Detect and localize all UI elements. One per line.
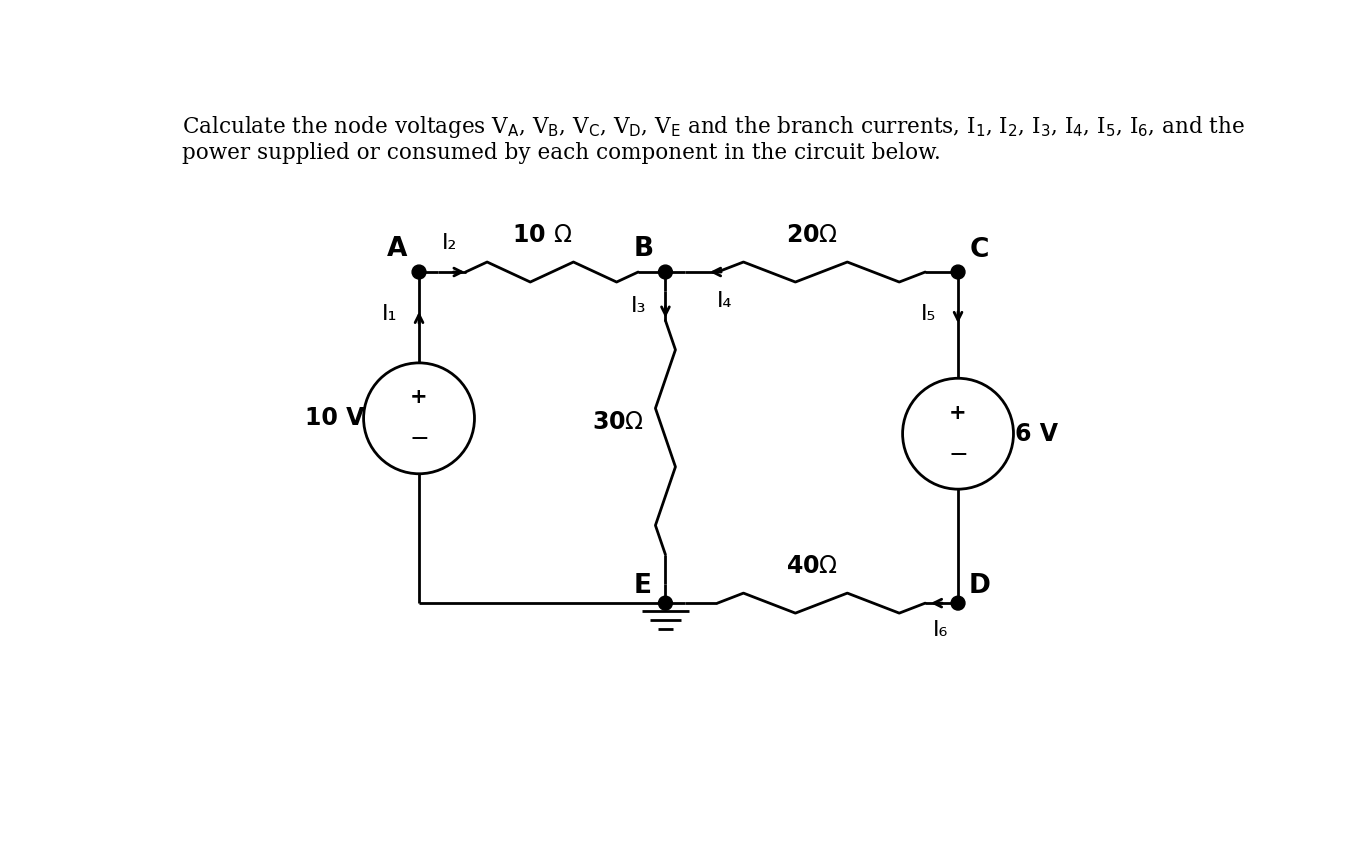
Text: +: + <box>949 403 967 423</box>
Text: 10 V: 10 V <box>305 406 364 431</box>
Circle shape <box>412 265 427 279</box>
Text: −: − <box>948 443 968 467</box>
Text: I₁: I₁ <box>382 304 398 324</box>
Text: C: C <box>969 238 990 264</box>
Text: A: A <box>387 236 408 262</box>
Circle shape <box>658 265 673 279</box>
Text: 20$\Omega$: 20$\Omega$ <box>785 223 838 247</box>
Text: 6 V: 6 V <box>1016 422 1057 446</box>
Text: −: − <box>409 427 429 451</box>
Text: E: E <box>634 573 651 599</box>
Text: power supplied or consumed by each component in the circuit below.: power supplied or consumed by each compo… <box>181 141 941 164</box>
Circle shape <box>658 596 673 610</box>
Circle shape <box>951 265 965 279</box>
Text: I₂: I₂ <box>443 233 458 253</box>
Text: B: B <box>634 236 654 262</box>
Text: I₆: I₆ <box>933 620 948 640</box>
Text: +: + <box>410 387 428 407</box>
Circle shape <box>951 596 965 610</box>
Text: I₅: I₅ <box>921 304 937 324</box>
Text: I₃: I₃ <box>631 296 646 316</box>
Text: Calculate the node voltages V$_\mathrm{A}$, V$_\mathrm{B}$, V$_\mathrm{C}$, V$_\: Calculate the node voltages V$_\mathrm{A… <box>181 115 1244 141</box>
Text: 10 $\Omega$: 10 $\Omega$ <box>512 223 573 247</box>
Text: I₄: I₄ <box>718 292 733 312</box>
Text: D: D <box>968 573 991 599</box>
Text: 40$\Omega$: 40$\Omega$ <box>785 554 838 578</box>
Text: 30$\Omega$: 30$\Omega$ <box>592 411 643 434</box>
